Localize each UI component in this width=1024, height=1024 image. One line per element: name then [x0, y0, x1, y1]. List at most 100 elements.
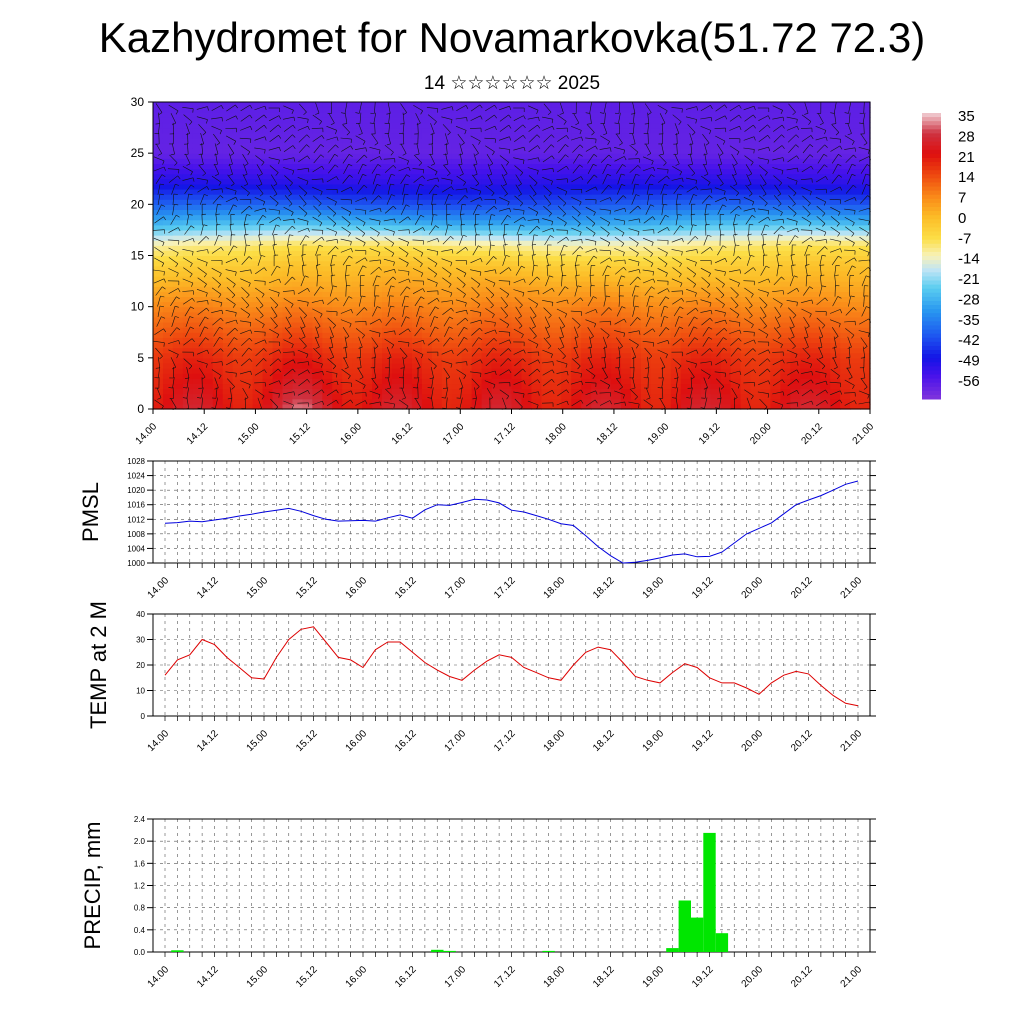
- heatmap-cell: [561, 199, 572, 205]
- heatmap-cell: [551, 316, 562, 323]
- heatmap-cell: [760, 362, 772, 369]
- heatmap-cell: [501, 281, 513, 287]
- heatmap-cell: [302, 270, 313, 277]
- heatmap-cell: [700, 137, 712, 144]
- heatmap-cell: [322, 383, 333, 390]
- heatmap-cell: [182, 362, 194, 369]
- heatmap-cell: [760, 178, 772, 185]
- heatmap-cell: [680, 368, 692, 374]
- heatmap-cell: [362, 142, 373, 149]
- heatmap-cell: [700, 194, 712, 200]
- wind-barb-flag: [245, 305, 250, 309]
- heatmap-cell: [282, 301, 294, 308]
- heatmap-cell: [830, 250, 841, 257]
- heatmap-cell: [690, 219, 702, 226]
- heatmap-cell: [660, 275, 672, 282]
- heatmap-cell: [551, 337, 562, 344]
- wind-barb: [268, 208, 280, 211]
- heatmap-cell: [252, 235, 264, 241]
- heatmap-cell: [680, 393, 692, 400]
- heatmap-cell: [690, 393, 702, 400]
- heatmap-cell: [392, 194, 403, 200]
- heatmap-cell: [352, 352, 363, 359]
- heatmap-cell: [670, 337, 682, 344]
- heatmap-cell: [451, 122, 463, 129]
- heatmap-cell: [481, 362, 493, 369]
- heatmap-cell: [660, 373, 672, 379]
- heatmap-cell: [182, 311, 194, 318]
- wind-barb: [229, 153, 233, 165]
- heatmap-cell: [491, 306, 503, 313]
- heatmap-cell: [541, 368, 552, 374]
- heatmap-cell: [551, 107, 562, 113]
- heatmap-cell: [581, 245, 592, 251]
- heatmap-cell: [471, 393, 483, 400]
- heatmap-cell: [451, 342, 463, 349]
- heatmap-cell: [660, 357, 672, 364]
- heatmap-cell: [541, 142, 552, 149]
- heatmap-cell: [441, 163, 453, 170]
- wind-barb-flag: [235, 115, 238, 120]
- wind-barb: [270, 306, 278, 317]
- heatmap-cell: [431, 393, 443, 400]
- heatmap-cell: [491, 224, 503, 231]
- heatmap-cell: [232, 260, 244, 267]
- heatmap-cell: [581, 168, 592, 175]
- heatmap-cell: [411, 102, 423, 108]
- heatmap-cell: [322, 168, 333, 175]
- heatmap-cell: [491, 183, 503, 190]
- heatmap-cell: [192, 383, 204, 390]
- heatmap-cell: [232, 368, 244, 374]
- heatmap-cell: [461, 322, 473, 328]
- wind-barb-flag: [244, 233, 249, 236]
- heatmap-cell: [621, 332, 632, 338]
- heatmap-cell: [591, 311, 602, 318]
- heatmap-cell: [750, 132, 762, 139]
- heatmap-cell: [362, 403, 373, 410]
- heatmap-cell: [581, 337, 592, 344]
- heatmap-cell: [332, 112, 343, 118]
- heatmap-cell: [670, 168, 682, 175]
- heatmap-cell: [820, 255, 831, 262]
- wind-barb-flag: [188, 193, 193, 195]
- heatmap-cell: [431, 188, 443, 195]
- heatmap-cell: [611, 265, 622, 272]
- heatmap-cell: [810, 209, 821, 216]
- heatmap-cell: [401, 204, 413, 211]
- heatmap-cell: [421, 337, 433, 344]
- heatmap-cell: [212, 163, 224, 170]
- heatmap-cell: [551, 183, 562, 190]
- heatmap-cell: [352, 117, 363, 124]
- heatmap-cell: [581, 362, 592, 369]
- heatmap-cell: [790, 378, 801, 385]
- heatmap-cell: [650, 296, 662, 303]
- heatmap-cell: [411, 275, 423, 282]
- heatmap-cell: [820, 137, 831, 144]
- heatmap-cell: [162, 245, 174, 251]
- heatmap-cell: [262, 194, 274, 200]
- heatmap-cell: [421, 204, 433, 211]
- heatmap-cell: [840, 260, 851, 267]
- wind-barb: [168, 257, 179, 264]
- heatmap-cell: [541, 275, 552, 282]
- heatmap-cell: [750, 342, 762, 349]
- heatmap-cell: [760, 373, 772, 379]
- heatmap-cell: [212, 168, 224, 175]
- heatmap-cell: [790, 137, 801, 144]
- heatmap-cell: [521, 102, 533, 108]
- heatmap-cell: [162, 403, 174, 410]
- wind-barb-flag: [304, 213, 308, 217]
- heatmap-cell: [382, 250, 393, 257]
- heatmap-cell: [650, 286, 662, 292]
- heatmap-cell: [222, 357, 234, 364]
- heatmap-cell: [431, 137, 443, 144]
- heatmap-cell: [521, 204, 533, 211]
- heatmap-cell: [501, 245, 513, 251]
- heatmap-cell: [820, 357, 831, 364]
- heatmap-cell: [411, 240, 423, 246]
- heatmap-cell: [162, 296, 174, 303]
- wind-barb: [170, 214, 177, 225]
- wind-barb-flag: [248, 256, 253, 260]
- heatmap-cell: [322, 163, 333, 170]
- heatmap-cell: [730, 209, 742, 216]
